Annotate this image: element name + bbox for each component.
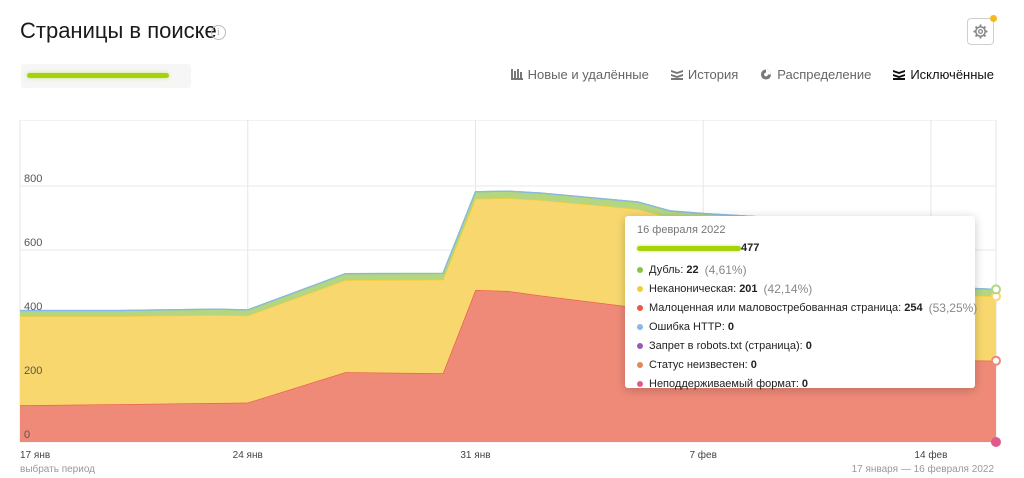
y-tick-label: 0	[24, 429, 30, 441]
tooltip-date: 16 февраля 2022	[637, 224, 726, 236]
site-selector[interactable]	[21, 64, 191, 88]
period-range: 17 января — 16 февраля 2022	[851, 464, 994, 475]
bar-grid-icon	[510, 69, 523, 80]
tooltip-row-label: Дубль:	[649, 263, 684, 276]
tab-label: Новые и удалённые	[527, 67, 649, 82]
tab-excluded[interactable]: Исключённые	[893, 67, 994, 82]
tooltip-row-value: 0	[801, 377, 809, 390]
tooltip-row: Неканоническая: 201 (42,14%)	[637, 279, 963, 298]
tooltip-row-value: 201	[739, 282, 758, 295]
pie-chart-icon	[761, 69, 772, 80]
series-color-dot	[637, 266, 643, 273]
tooltip-row: Неподдерживаемый формат: 0	[637, 374, 963, 393]
tooltip-row-label: Неподдерживаемый формат:	[649, 377, 799, 390]
info-icon[interactable]: i	[211, 25, 226, 40]
y-tick-label: 600	[24, 237, 42, 249]
y-tick-label: 200	[24, 365, 42, 377]
x-tick-label: 24 янв	[233, 450, 263, 461]
chart-tabs: Новые и удалённые История Распределение …	[510, 67, 994, 82]
tooltip-row: Ошибка HTTP: 0	[637, 317, 963, 336]
series-color-dot	[637, 380, 643, 387]
tooltip-total: 477	[637, 242, 963, 256]
tab-history[interactable]: История	[670, 67, 739, 82]
settings-button[interactable]	[967, 18, 994, 45]
page-title: Страницы в поиске	[20, 18, 217, 43]
tooltip-row-label: Статус неизвестен:	[649, 358, 748, 371]
tooltip-row-value: 0	[805, 339, 812, 352]
stacked-layers-icon	[670, 70, 683, 80]
choose-period-link[interactable]: выбрать период	[20, 464, 95, 475]
tooltip-row-label: Запрет в robots.txt (страница):	[649, 339, 803, 352]
stacked-layers-icon	[893, 70, 906, 80]
hover-point	[991, 437, 1001, 447]
tooltip-row-percent: (42,14%)	[763, 281, 813, 296]
y-tick-label: 400	[24, 301, 42, 313]
tab-label: Распределение	[777, 67, 872, 82]
x-tick-label: 14 фев	[914, 449, 947, 461]
hover-point	[991, 284, 1001, 295]
tooltip-row-percent: (4,61%)	[704, 262, 747, 277]
tab-distribution[interactable]: Распределение	[760, 67, 871, 82]
tooltip-total-value: 477	[741, 242, 760, 254]
site-name-redacted	[637, 246, 741, 251]
x-tick-label: 7 фев	[689, 449, 716, 461]
series-color-dot	[637, 304, 643, 311]
gear-icon	[973, 24, 988, 39]
tooltip-row-value: 22	[686, 263, 699, 276]
series-color-dot	[637, 361, 643, 368]
hover-point	[991, 355, 1001, 366]
tooltip-row: Дубль: 22 (4,61%)	[637, 260, 963, 279]
tooltip-row-label: Ошибка HTTP:	[649, 320, 725, 333]
tooltip-row-value: 254	[904, 301, 923, 314]
chart-tooltip: 16 февраля 2022 477 Дубль: 22 (4,61%) Некан…	[625, 216, 977, 390]
series-color-dot	[637, 285, 643, 292]
tooltip-row-value: 0	[750, 358, 757, 371]
notification-dot	[990, 15, 997, 22]
tooltip-row-value: 0	[727, 320, 734, 333]
tooltip-row-label: Малоценная или маловостребованная страни…	[649, 301, 902, 314]
tooltip-row-percent: (53,25%)	[928, 300, 978, 315]
tooltip-row: Статус неизвестен: 0	[637, 355, 963, 374]
y-tick-label: 800	[24, 173, 42, 185]
tooltip-row: Запрет в robots.txt (страница): 0	[637, 336, 963, 355]
tab-new-removed[interactable]: Новые и удалённые	[510, 67, 649, 82]
tooltip-row: Малоценная или маловостребованная страни…	[637, 298, 977, 317]
x-tick-label: 17 янв	[20, 450, 50, 461]
tooltip-row-label: Неканоническая:	[649, 282, 737, 295]
tab-label: История	[687, 67, 739, 82]
series-color-dot	[637, 342, 643, 349]
tab-label: Исключённые	[910, 67, 994, 82]
series-color-dot	[637, 323, 643, 330]
site-name-redacted	[27, 73, 169, 78]
x-tick-label: 31 янв	[460, 450, 490, 461]
